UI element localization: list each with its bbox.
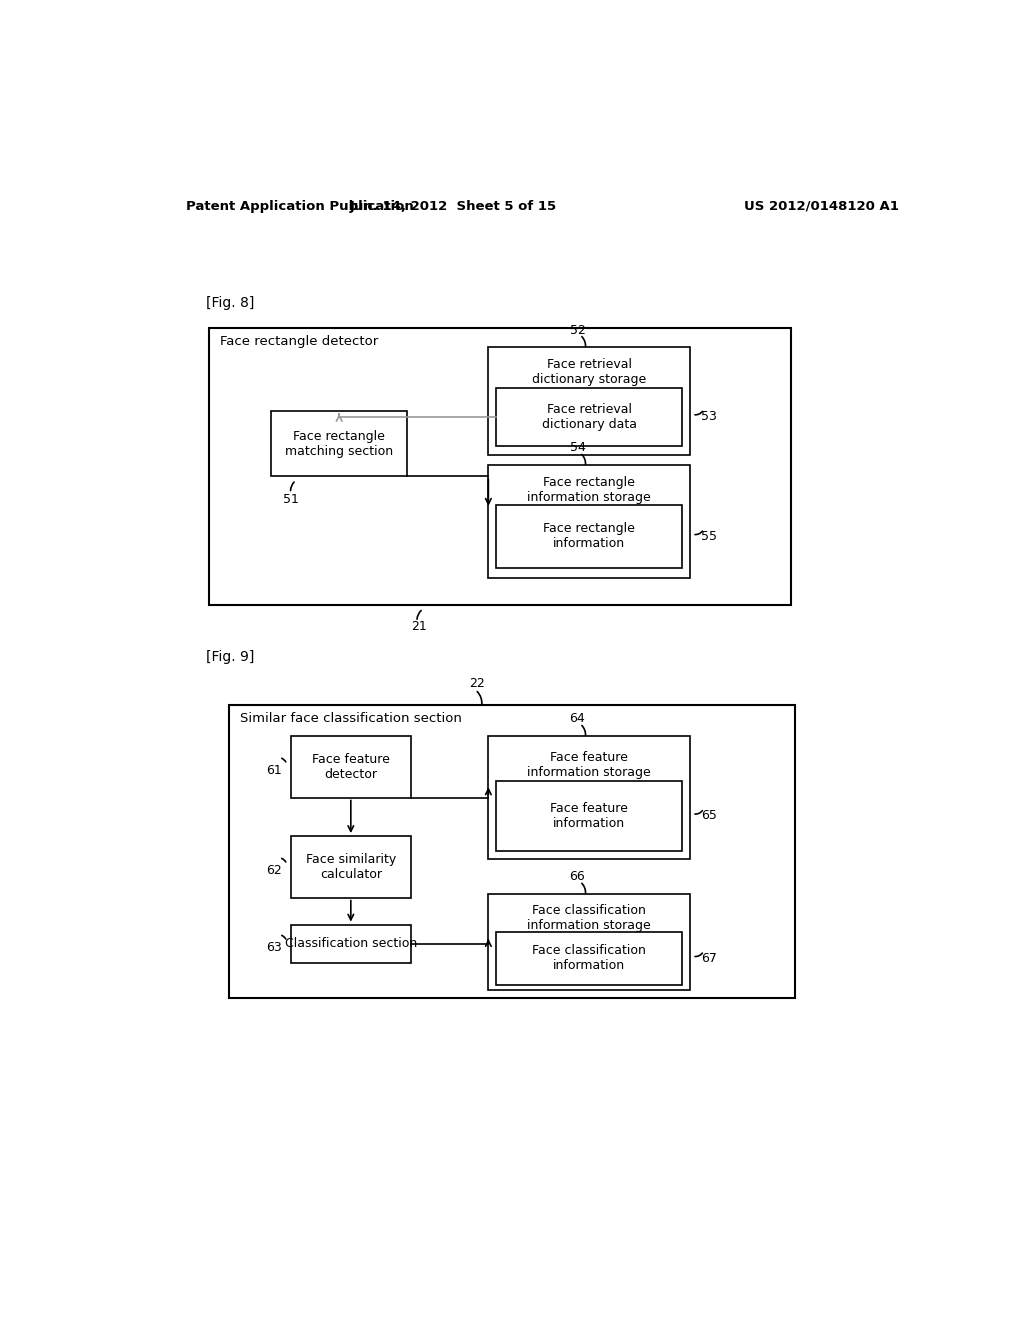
- Text: 61: 61: [266, 764, 282, 777]
- Text: Face rectangle
matching section: Face rectangle matching section: [285, 430, 393, 458]
- Bar: [496, 506, 682, 568]
- Text: 54: 54: [569, 441, 586, 454]
- Bar: [496, 780, 682, 851]
- Text: Face classification
information: Face classification information: [532, 944, 646, 973]
- Bar: [228, 705, 795, 998]
- Text: 53: 53: [701, 411, 717, 424]
- Bar: [291, 924, 411, 964]
- Text: 22: 22: [469, 677, 484, 690]
- Text: Face rectangle
information: Face rectangle information: [543, 523, 635, 550]
- Bar: [488, 737, 690, 859]
- Text: 64: 64: [569, 713, 586, 726]
- Text: Patent Application Publication: Patent Application Publication: [186, 199, 414, 213]
- Bar: [496, 932, 682, 985]
- Text: [Fig. 8]: [Fig. 8]: [206, 296, 254, 310]
- Bar: [488, 465, 690, 578]
- Text: 62: 62: [266, 865, 282, 878]
- Bar: [291, 836, 411, 898]
- Text: Classification section: Classification section: [285, 937, 417, 950]
- Text: Face similarity
calculator: Face similarity calculator: [306, 853, 396, 880]
- Text: Face retrieval
dictionary storage: Face retrieval dictionary storage: [532, 359, 646, 387]
- Text: Face feature
information: Face feature information: [550, 803, 628, 830]
- Bar: [496, 388, 682, 446]
- Bar: [291, 737, 411, 797]
- Text: 21: 21: [411, 620, 427, 634]
- Text: 65: 65: [701, 809, 717, 822]
- Bar: [271, 411, 407, 477]
- Text: Face retrieval
dictionary data: Face retrieval dictionary data: [542, 403, 637, 430]
- Text: US 2012/0148120 A1: US 2012/0148120 A1: [744, 199, 899, 213]
- Text: 52: 52: [569, 323, 586, 337]
- Text: Jun. 14, 2012  Sheet 5 of 15: Jun. 14, 2012 Sheet 5 of 15: [350, 199, 557, 213]
- Bar: [488, 894, 690, 990]
- Text: 66: 66: [569, 870, 586, 883]
- Text: 55: 55: [701, 529, 717, 543]
- Text: 51: 51: [283, 492, 299, 506]
- Text: 67: 67: [701, 952, 717, 965]
- Bar: [209, 327, 791, 605]
- Text: Face rectangle
information storage: Face rectangle information storage: [527, 477, 651, 504]
- Text: Face feature
detector: Face feature detector: [312, 752, 390, 780]
- Text: 63: 63: [266, 941, 282, 954]
- Text: Face rectangle detector: Face rectangle detector: [220, 335, 379, 348]
- Bar: [488, 347, 690, 455]
- Text: [Fig. 9]: [Fig. 9]: [206, 651, 254, 664]
- Text: Face feature
information storage: Face feature information storage: [527, 751, 651, 779]
- Text: Similar face classification section: Similar face classification section: [240, 713, 462, 726]
- Text: Face classification
information storage: Face classification information storage: [527, 904, 651, 932]
